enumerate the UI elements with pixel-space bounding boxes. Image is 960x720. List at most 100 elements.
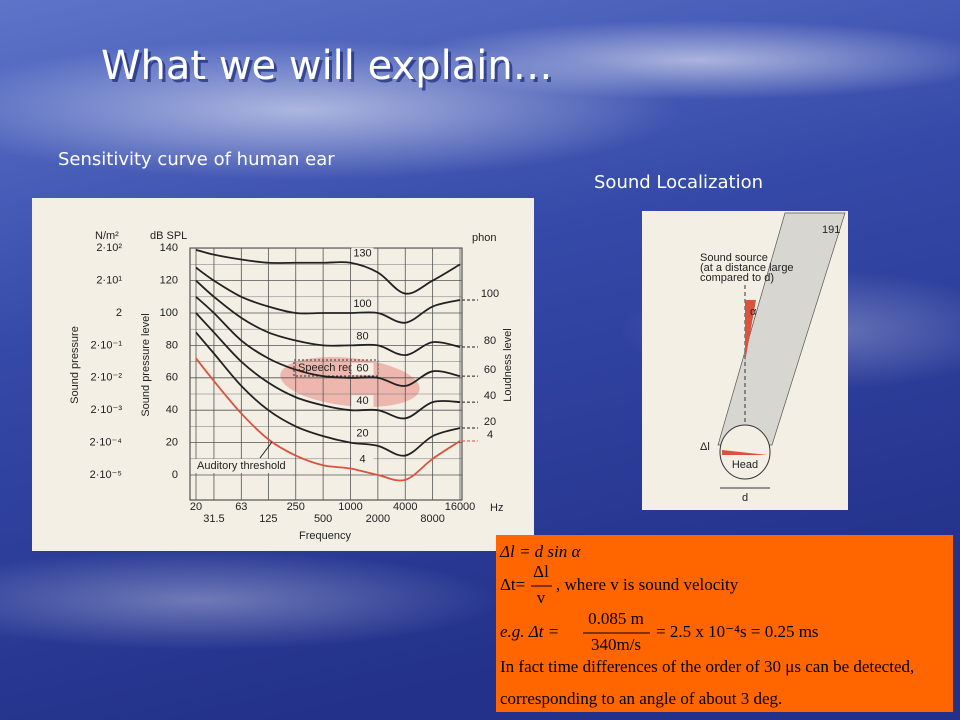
phon-unit: phon	[472, 232, 496, 244]
formula: Δl = d sin α	[499, 542, 582, 561]
formula: In fact time differences of the order of…	[500, 657, 914, 676]
spl-label: Sound pressure level	[140, 313, 152, 416]
threshold-bg	[195, 459, 293, 473]
loudness-curve	[195, 266, 461, 324]
formula: = 2.5 x 10⁻⁴s = 0.25 ms	[656, 622, 819, 641]
spl-unit: dB SPL	[150, 230, 187, 242]
hz-unit: Hz	[490, 502, 503, 514]
pressure-tick: 2·10⁻¹	[91, 339, 123, 351]
phon-right-label: 100	[481, 288, 499, 300]
spl-tick: 20	[166, 437, 178, 449]
phon-label: 60	[356, 363, 368, 375]
pressure-unit: N/m²	[95, 230, 119, 242]
source-text: compared to d)	[700, 272, 774, 284]
pressure-tick: 2·10⁻⁴	[89, 437, 122, 449]
frequency-tick: 63	[235, 501, 247, 513]
formula: corresponding to an angle of about 3 deg…	[500, 689, 782, 708]
threshold-pointer	[259, 441, 273, 459]
formula: Δl	[533, 562, 549, 581]
frequency-tick: 20	[190, 501, 202, 513]
angle-wedge	[745, 300, 756, 362]
spl-tick: 0	[172, 469, 178, 481]
phon-right-label: 60	[484, 364, 496, 376]
caption: Sensitivity curve of human ear	[58, 149, 335, 170]
phon-right-label: 40	[484, 390, 496, 402]
phon-label: 4	[359, 453, 365, 465]
frequency-tick: 2000	[366, 513, 390, 525]
pressure-tick: 2·10²	[96, 242, 122, 254]
delta-l-label: Δl	[700, 441, 710, 453]
source-text: Sound source	[700, 252, 768, 264]
label-bg	[351, 362, 374, 375]
label-bg	[351, 298, 374, 310]
label-bg	[351, 427, 374, 440]
pressure-tick: 2	[116, 307, 122, 319]
frequency-tick: 1000	[338, 501, 362, 513]
title-shadow: What we will explain…	[104, 46, 556, 92]
loudness-curve	[195, 248, 461, 295]
caption: Sound Localization	[594, 172, 763, 193]
loudness-curve	[195, 357, 461, 482]
formula: , where v is sound velocity	[556, 575, 739, 594]
spl-tick: 100	[160, 307, 178, 319]
formula: Δt=	[500, 575, 525, 594]
frequency-tick: 4000	[393, 501, 417, 513]
head-outline	[719, 424, 771, 480]
formula: e.g. Δt =	[500, 622, 559, 641]
formula: 340m/s	[591, 635, 641, 654]
formula: 0.085 m	[588, 609, 644, 628]
loudness-curve	[195, 312, 461, 420]
loudness-label: Loudness level	[502, 328, 514, 401]
formula-box: Δl = d sin α Δt= Δl v , where v is sound…	[496, 535, 953, 712]
head-label: Head	[732, 459, 758, 471]
formula-background	[496, 535, 953, 712]
frequency-tick: 250	[287, 501, 305, 513]
pressure-label: Sound pressure	[69, 326, 81, 404]
phon-label: 40	[356, 395, 368, 407]
label-bg	[351, 395, 374, 408]
loudness-curve	[195, 279, 461, 357]
phon-label: 20	[356, 428, 368, 440]
pressure-tick: 2·10⁻⁵	[90, 469, 122, 481]
phon-label: 80	[356, 330, 368, 342]
frequency-tick: 500	[314, 513, 332, 525]
threshold-label: Auditory threshold	[197, 460, 286, 472]
loudness-curve	[195, 296, 461, 387]
phon-right-label: 80	[484, 335, 496, 347]
pressure-tick: 2·10⁻³	[91, 404, 123, 416]
localization-diagram: 191 Sound source (at a distance large co…	[642, 211, 848, 510]
frequency-tick: 16000	[445, 501, 476, 513]
spl-tick: 80	[166, 339, 178, 351]
spl-tick: 60	[166, 372, 178, 384]
page-number: 191	[822, 224, 840, 236]
spl-tick: 140	[160, 242, 178, 254]
cloud	[0, 550, 500, 650]
speech-region	[280, 357, 420, 407]
frequency-tick: 125	[259, 513, 277, 525]
phon-label: 130	[353, 248, 371, 260]
title: What we will explain…	[101, 43, 553, 89]
cloud	[400, 20, 960, 100]
d-label: d	[742, 492, 748, 504]
phon-right-label: 4	[487, 429, 493, 441]
loudness-figure: Speech region N/m² dB SPL phon Hz Freque…	[32, 198, 534, 551]
pressure-tick: 2·10⁻²	[91, 372, 123, 384]
label-bg	[351, 453, 374, 466]
path-difference	[722, 450, 768, 455]
sound-band	[717, 212, 846, 446]
label-bg	[351, 247, 374, 260]
spl-tick: 120	[160, 275, 178, 287]
pressure-tick: 2·10¹	[96, 275, 122, 287]
formula: v	[537, 588, 546, 607]
x-label: Frequency	[299, 530, 351, 542]
source-text: (at a distance large	[700, 262, 794, 274]
alpha-label: α	[750, 306, 757, 318]
speech-label: Speech region	[298, 362, 369, 374]
spl-tick: 40	[166, 404, 178, 416]
frequency-tick: 31.5	[203, 513, 224, 525]
frequency-tick: 8000	[420, 513, 444, 525]
loudness-curve	[195, 331, 461, 457]
label-bg	[351, 330, 374, 343]
